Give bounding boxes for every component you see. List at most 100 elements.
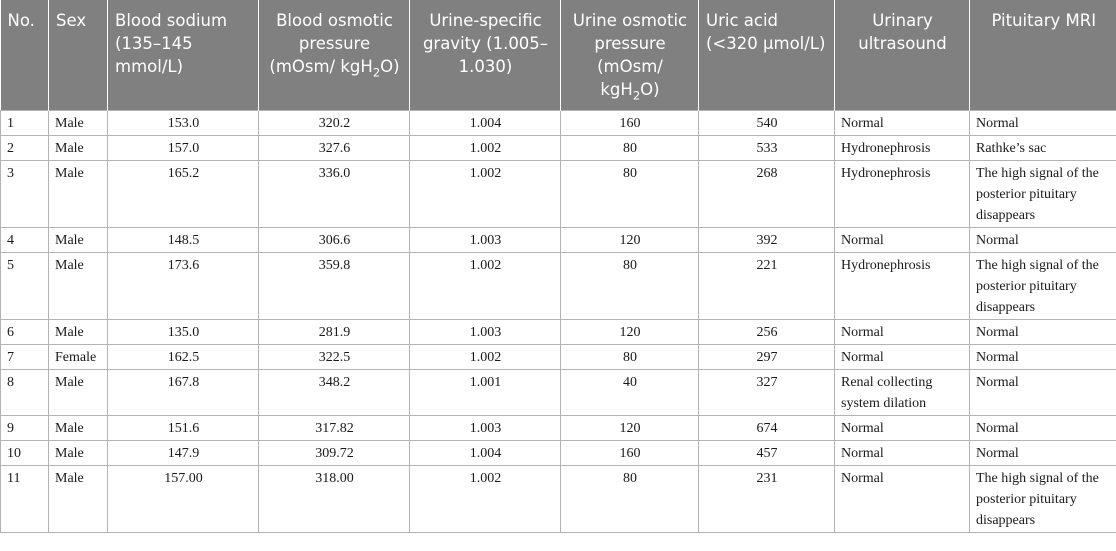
cell-urine-specific-gravity: 1.002 (409, 344, 561, 370)
cell-sex: Male (48, 369, 108, 416)
cell-sex: Female (48, 344, 108, 370)
data-table: No. Sex Blood sodium (135–145 mmol/L) Bl… (0, 0, 1116, 533)
cell-uric-acid: 533 (698, 135, 835, 161)
cell-sex: Male (48, 160, 108, 228)
cell-urinary-ultrasound: Hydronephrosis (834, 160, 970, 228)
cell-urinary-ultrasound: Renal collecting system dilation (834, 369, 970, 416)
cell-sex: Male (48, 465, 108, 533)
cell-blood-sodium: 173.6 (107, 252, 259, 320)
cell-urine-osmotic-pressure: 120 (560, 319, 699, 345)
table-row: 8 Male 167.8 348.2 1.001 40 327 Renal collectin… (0, 369, 1116, 416)
cell-urine-osmotic-pressure: 80 (560, 465, 699, 533)
cell-sex: Male (48, 415, 108, 441)
cell-urinary-ultrasound: Hydronephrosis (834, 252, 970, 320)
cell-blood-sodium: 147.9 (107, 440, 259, 466)
cell-no: 2 (0, 135, 49, 161)
table-row: 9 Male 151.6 317.82 1.003 120 674 Normal Normal (0, 415, 1116, 441)
table-body: 1 Male 153.0 320.2 1.004 160 540 Normal Normal 2 M… (0, 109, 1116, 533)
cell-blood-sodium: 135.0 (107, 319, 259, 345)
cell-blood-osmotic-pressure: 320.2 (258, 109, 410, 136)
cell-blood-sodium: 151.6 (107, 415, 259, 441)
cell-no: 10 (0, 440, 49, 466)
cell-urine-specific-gravity: 1.002 (409, 160, 561, 228)
cell-urine-osmotic-pressure: 80 (560, 160, 699, 228)
cell-blood-sodium: 162.5 (107, 344, 259, 370)
cell-urinary-ultrasound: Normal (834, 415, 970, 441)
cell-no: 3 (0, 160, 49, 228)
cell-no: 7 (0, 344, 49, 370)
cell-blood-sodium: 153.0 (107, 109, 259, 136)
cell-urinary-ultrasound: Normal (834, 109, 970, 136)
cell-pituitary-mri: Normal (969, 227, 1116, 253)
cell-urine-specific-gravity: 1.002 (409, 465, 561, 533)
cell-sex: Male (48, 440, 108, 466)
table-row: 10 Male 147.9 309.72 1.004 160 457 Normal Normal (0, 440, 1116, 466)
cell-blood-sodium: 157.0 (107, 135, 259, 161)
cell-urine-specific-gravity: 1.003 (409, 415, 561, 441)
table-row: 6 Male 135.0 281.9 1.003 120 256 Normal Normal (0, 319, 1116, 345)
header-pituitary-mri: Pituitary MRI (969, 0, 1116, 110)
cell-blood-sodium: 167.8 (107, 369, 259, 416)
cell-urine-specific-gravity: 1.004 (409, 109, 561, 136)
table-header: No. Sex Blood sodium (135–145 mmol/L) Bl… (0, 0, 1116, 110)
cell-urinary-ultrasound: Normal (834, 227, 970, 253)
table-row: 1 Male 153.0 320.2 1.004 160 540 Normal Normal (0, 109, 1116, 136)
cell-sex: Male (48, 252, 108, 320)
cell-uric-acid: 221 (698, 252, 835, 320)
cell-pituitary-mri: Normal (969, 369, 1116, 416)
header-no: No. (0, 0, 49, 110)
cell-sex: Male (48, 227, 108, 253)
cell-urinary-ultrasound: Normal (834, 440, 970, 466)
cell-uric-acid: 327 (698, 369, 835, 416)
cell-pituitary-mri: The high signal of the posterior pituita… (969, 160, 1116, 228)
cell-uric-acid: 268 (698, 160, 835, 228)
cell-no: 9 (0, 415, 49, 441)
header-blood-sodium: Blood sodium (135–145 mmol/L) (107, 0, 259, 110)
cell-sex: Male (48, 109, 108, 136)
cell-urine-specific-gravity: 1.003 (409, 227, 561, 253)
cell-pituitary-mri: Rathke’s sac (969, 135, 1116, 161)
cell-uric-acid: 674 (698, 415, 835, 441)
cell-blood-osmotic-pressure: 318.00 (258, 465, 410, 533)
cell-urinary-ultrasound: Normal (834, 465, 970, 533)
cell-blood-osmotic-pressure: 322.5 (258, 344, 410, 370)
cell-urine-osmotic-pressure: 80 (560, 252, 699, 320)
cell-no: 8 (0, 369, 49, 416)
table-row: 3 Male 165.2 336.0 1.002 80 268 Hydronephrosis T… (0, 160, 1116, 228)
cell-uric-acid: 297 (698, 344, 835, 370)
cell-pituitary-mri: Normal (969, 415, 1116, 441)
cell-urine-specific-gravity: 1.003 (409, 319, 561, 345)
cell-blood-osmotic-pressure: 348.2 (258, 369, 410, 416)
cell-pituitary-mri: Normal (969, 344, 1116, 370)
cell-blood-sodium: 157.00 (107, 465, 259, 533)
header-blood-osmotic-pressure: Blood osmotic pressure (mOsm/ kgH2O) (258, 0, 410, 110)
cell-blood-osmotic-pressure: 281.9 (258, 319, 410, 345)
cell-urine-specific-gravity: 1.002 (409, 135, 561, 161)
cell-no: 1 (0, 109, 49, 136)
cell-pituitary-mri: The high signal of the posterior pituita… (969, 252, 1116, 320)
cell-uric-acid: 540 (698, 109, 835, 136)
cell-urine-specific-gravity: 1.002 (409, 252, 561, 320)
cell-no: 5 (0, 252, 49, 320)
table-row: 5 Male 173.6 359.8 1.002 80 221 Hydronephrosis T… (0, 252, 1116, 320)
cell-uric-acid: 392 (698, 227, 835, 253)
header-urine-specific-gravity: Urine-specific gravity (1.005–1.030) (409, 0, 561, 110)
cell-no: 6 (0, 319, 49, 345)
cell-urine-osmotic-pressure: 40 (560, 369, 699, 416)
header-urinary-ultrasound: Urinary ultrasound (834, 0, 970, 110)
cell-urinary-ultrasound: Hydronephrosis (834, 135, 970, 161)
header-sex: Sex (48, 0, 108, 110)
cell-blood-osmotic-pressure: 327.6 (258, 135, 410, 161)
cell-urine-osmotic-pressure: 80 (560, 135, 699, 161)
table-row: 7 Female 162.5 322.5 1.002 80 297 Normal Normal (0, 344, 1116, 370)
cell-no: 4 (0, 227, 49, 253)
cell-pituitary-mri: Normal (969, 440, 1116, 466)
table-row: 2 Male 157.0 327.6 1.002 80 533 Hydronephrosis R… (0, 135, 1116, 161)
cell-blood-osmotic-pressure: 336.0 (258, 160, 410, 228)
cell-no: 11 (0, 465, 49, 533)
cell-blood-osmotic-pressure: 359.8 (258, 252, 410, 320)
cell-urinary-ultrasound: Normal (834, 319, 970, 345)
cell-urine-osmotic-pressure: 120 (560, 227, 699, 253)
cell-pituitary-mri: Normal (969, 109, 1116, 136)
cell-pituitary-mri: The high signal of the posterior pituita… (969, 465, 1116, 533)
